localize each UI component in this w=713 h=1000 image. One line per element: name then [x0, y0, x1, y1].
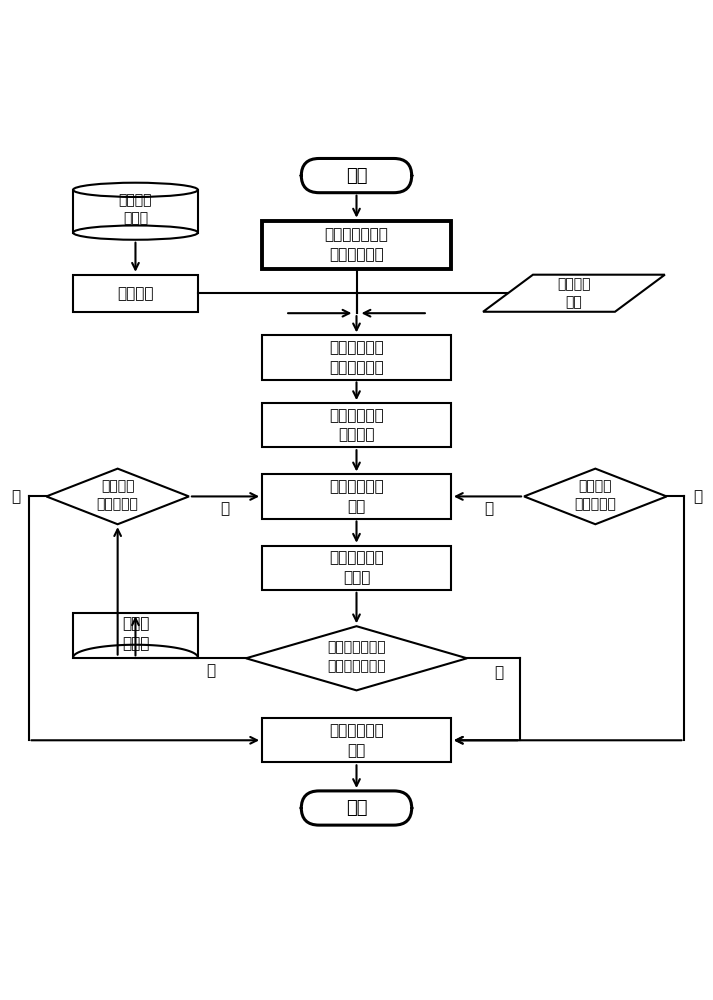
Bar — [73, 613, 198, 658]
Text: 开始: 开始 — [346, 167, 367, 185]
Bar — [262, 335, 451, 380]
Text: 数据分析: 数据分析 — [117, 286, 154, 301]
Polygon shape — [483, 275, 665, 312]
Text: 保存工
艺参数: 保存工 艺参数 — [122, 617, 149, 651]
Text: 建立搅拌轨迹、
能量控制方程: 建立搅拌轨迹、 能量控制方程 — [324, 227, 389, 262]
Text: 确定控制目标
合格参数区间: 确定控制目标 合格参数区间 — [329, 340, 384, 375]
Text: 是: 是 — [11, 489, 20, 504]
Text: 完成所有
参数计算？: 完成所有 参数计算？ — [575, 479, 616, 511]
Polygon shape — [46, 469, 189, 524]
Text: 完成所有
参数计算？: 完成所有 参数计算？ — [97, 479, 138, 511]
Ellipse shape — [73, 183, 198, 197]
Bar — [262, 546, 451, 590]
Text: 结束: 结束 — [346, 799, 367, 817]
Text: 否: 否 — [220, 501, 229, 516]
FancyBboxPatch shape — [301, 791, 412, 825]
Text: 输出合格工艺
参数: 输出合格工艺 参数 — [329, 723, 384, 758]
Text: 是: 是 — [693, 489, 702, 504]
Bar — [262, 718, 451, 762]
Bar — [262, 403, 451, 447]
Text: 获取一组工艺
参数: 获取一组工艺 参数 — [329, 479, 384, 514]
Polygon shape — [246, 626, 467, 690]
Text: 控制目标值均在
合格参数区间？: 控制目标值均在 合格参数区间？ — [327, 641, 386, 673]
Text: 是: 是 — [206, 664, 215, 679]
FancyBboxPatch shape — [301, 158, 412, 193]
Bar — [262, 474, 451, 519]
Ellipse shape — [73, 225, 198, 240]
Text: 否: 否 — [495, 665, 503, 680]
Bar — [73, 275, 198, 312]
Bar — [73, 190, 198, 233]
Text: 目标焊缝
熔深: 目标焊缝 熔深 — [558, 277, 590, 309]
Text: 否: 否 — [484, 501, 493, 516]
Bar — [262, 221, 451, 269]
Text: 计算对应控制
目标值: 计算对应控制 目标值 — [329, 550, 384, 585]
Polygon shape — [524, 469, 667, 524]
Text: 搅拌焊接
工艺库: 搅拌焊接 工艺库 — [119, 193, 152, 225]
Text: 设定工艺参数
变化区间: 设定工艺参数 变化区间 — [329, 408, 384, 443]
